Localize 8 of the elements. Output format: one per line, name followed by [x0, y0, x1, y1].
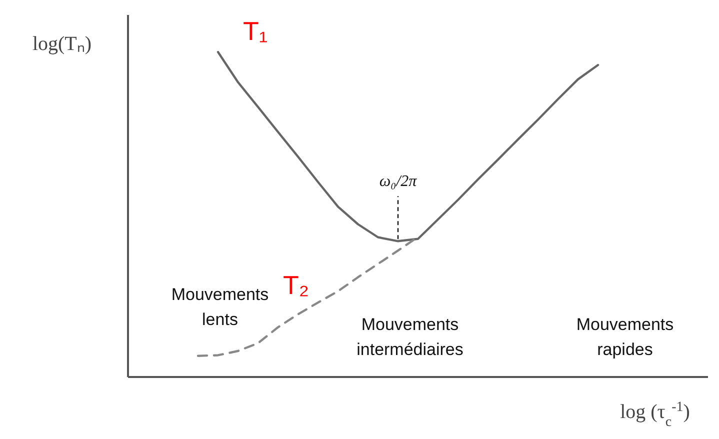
series-label: T₂ — [283, 270, 309, 300]
annotation: ω₀/2π — [379, 173, 418, 190]
annotation: Mouvements lents — [171, 285, 269, 329]
annotation: Mouvements rapides — [576, 315, 674, 359]
series-label: T₁ — [243, 16, 268, 46]
y-axis-title: log(Tₙ) — [32, 33, 92, 55]
annotation: Mouvements intermédiaires — [356, 315, 464, 359]
x-axis-title: log (τ$_{c}$$^{-1}$) — [620, 400, 690, 430]
